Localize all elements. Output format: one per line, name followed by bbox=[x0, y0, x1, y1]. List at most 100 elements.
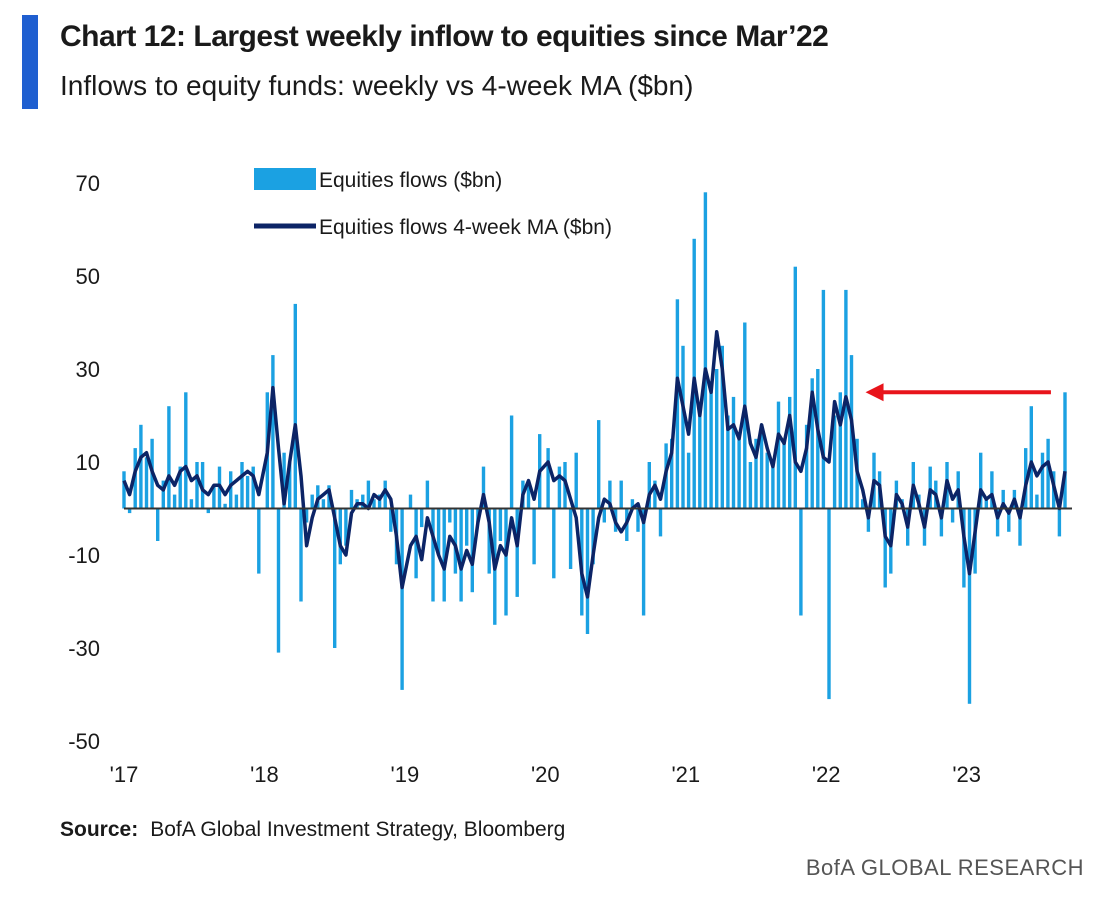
bar bbox=[251, 466, 255, 509]
bar bbox=[1063, 392, 1067, 509]
bar bbox=[765, 452, 769, 509]
bar bbox=[383, 480, 387, 509]
bar bbox=[321, 499, 326, 509]
bar bbox=[866, 508, 871, 532]
bar bbox=[436, 508, 441, 555]
bar bbox=[344, 508, 348, 546]
x-tick-label: '17 bbox=[110, 762, 139, 787]
bar bbox=[591, 508, 595, 565]
ma-line bbox=[122, 330, 1067, 599]
chart-subtitle: Inflows to equity funds: weekly vs 4-wee… bbox=[60, 70, 694, 101]
y-tick-label: -50 bbox=[68, 729, 100, 754]
bar bbox=[139, 424, 143, 509]
bar bbox=[178, 466, 182, 509]
bar bbox=[442, 508, 446, 602]
bar bbox=[389, 508, 393, 532]
bar bbox=[459, 508, 463, 602]
y-tick-label: -30 bbox=[68, 636, 100, 661]
bar bbox=[1046, 438, 1050, 509]
bar bbox=[557, 466, 562, 509]
bar bbox=[568, 508, 573, 569]
bar bbox=[1035, 494, 1039, 509]
bar bbox=[206, 508, 210, 514]
bar bbox=[271, 355, 275, 509]
bar bbox=[245, 475, 250, 509]
bar bbox=[810, 378, 814, 509]
chart-title: Chart 12: Largest weekly inflow to equit… bbox=[60, 20, 829, 53]
y-tick-label: -10 bbox=[68, 543, 100, 568]
bar bbox=[838, 392, 842, 509]
bar bbox=[195, 462, 199, 509]
bar bbox=[597, 420, 601, 509]
bar bbox=[737, 438, 741, 509]
bar bbox=[703, 192, 708, 509]
bar bbox=[229, 471, 233, 509]
bar bbox=[984, 499, 988, 509]
bar bbox=[1040, 452, 1045, 509]
bar bbox=[184, 392, 188, 509]
bar bbox=[995, 508, 1000, 537]
bar bbox=[349, 489, 354, 509]
legend: Equities flows ($bn) Equities flows 4-wee… bbox=[254, 168, 612, 239]
source-label: Source: bbox=[60, 818, 139, 841]
bar bbox=[293, 303, 297, 509]
bar bbox=[726, 415, 730, 509]
bar bbox=[498, 508, 503, 541]
bar bbox=[793, 266, 797, 509]
bar bbox=[161, 480, 165, 509]
annotations-layer bbox=[865, 383, 1051, 402]
bar bbox=[788, 396, 792, 509]
x-tick-label: '20 bbox=[531, 762, 560, 787]
legend-swatch-bars bbox=[254, 168, 316, 190]
bars-layer bbox=[122, 192, 1067, 704]
bar bbox=[799, 508, 803, 616]
bar bbox=[361, 494, 365, 509]
bar bbox=[670, 438, 674, 509]
x-tick-label: '18 bbox=[250, 762, 279, 787]
bar bbox=[748, 462, 753, 509]
bar bbox=[1029, 406, 1033, 509]
source-note: Source: BofA Global Investment Strategy, … bbox=[60, 818, 565, 842]
bar bbox=[619, 480, 623, 509]
bar bbox=[333, 508, 337, 648]
bar bbox=[967, 508, 972, 704]
bar bbox=[448, 508, 452, 523]
brand-logo-text: BofA GLOBAL RESEARCH bbox=[805, 855, 1084, 880]
bar bbox=[709, 392, 713, 509]
bar bbox=[257, 508, 261, 574]
source-text: BofA Global Investment Strategy, Bloombe… bbox=[150, 818, 566, 841]
line-layer bbox=[122, 330, 1067, 599]
bar bbox=[276, 508, 281, 653]
bar bbox=[647, 462, 651, 509]
accent-bar bbox=[22, 15, 38, 109]
bar bbox=[304, 508, 309, 523]
bar bbox=[939, 508, 944, 537]
legend-label: Equities flows ($bn) bbox=[319, 169, 502, 192]
bar bbox=[310, 494, 314, 509]
bar bbox=[585, 508, 590, 634]
bar bbox=[515, 508, 519, 597]
bar bbox=[425, 480, 430, 509]
bar bbox=[299, 508, 303, 602]
bar bbox=[990, 471, 994, 509]
bar bbox=[692, 238, 696, 509]
bar bbox=[1007, 508, 1011, 532]
bar bbox=[928, 466, 932, 509]
bar bbox=[282, 452, 286, 509]
bar bbox=[144, 457, 149, 509]
y-tick-label: 10 bbox=[76, 450, 100, 475]
bar bbox=[574, 452, 578, 509]
bar bbox=[821, 289, 826, 509]
arrow-head bbox=[865, 383, 884, 402]
bar bbox=[122, 471, 126, 509]
bar bbox=[400, 508, 404, 690]
bar bbox=[212, 485, 216, 509]
bar bbox=[377, 494, 382, 509]
bar bbox=[759, 424, 764, 509]
bar bbox=[681, 345, 685, 509]
bar bbox=[526, 485, 531, 509]
bar bbox=[979, 452, 983, 509]
bar bbox=[861, 499, 865, 509]
bar bbox=[240, 462, 244, 509]
